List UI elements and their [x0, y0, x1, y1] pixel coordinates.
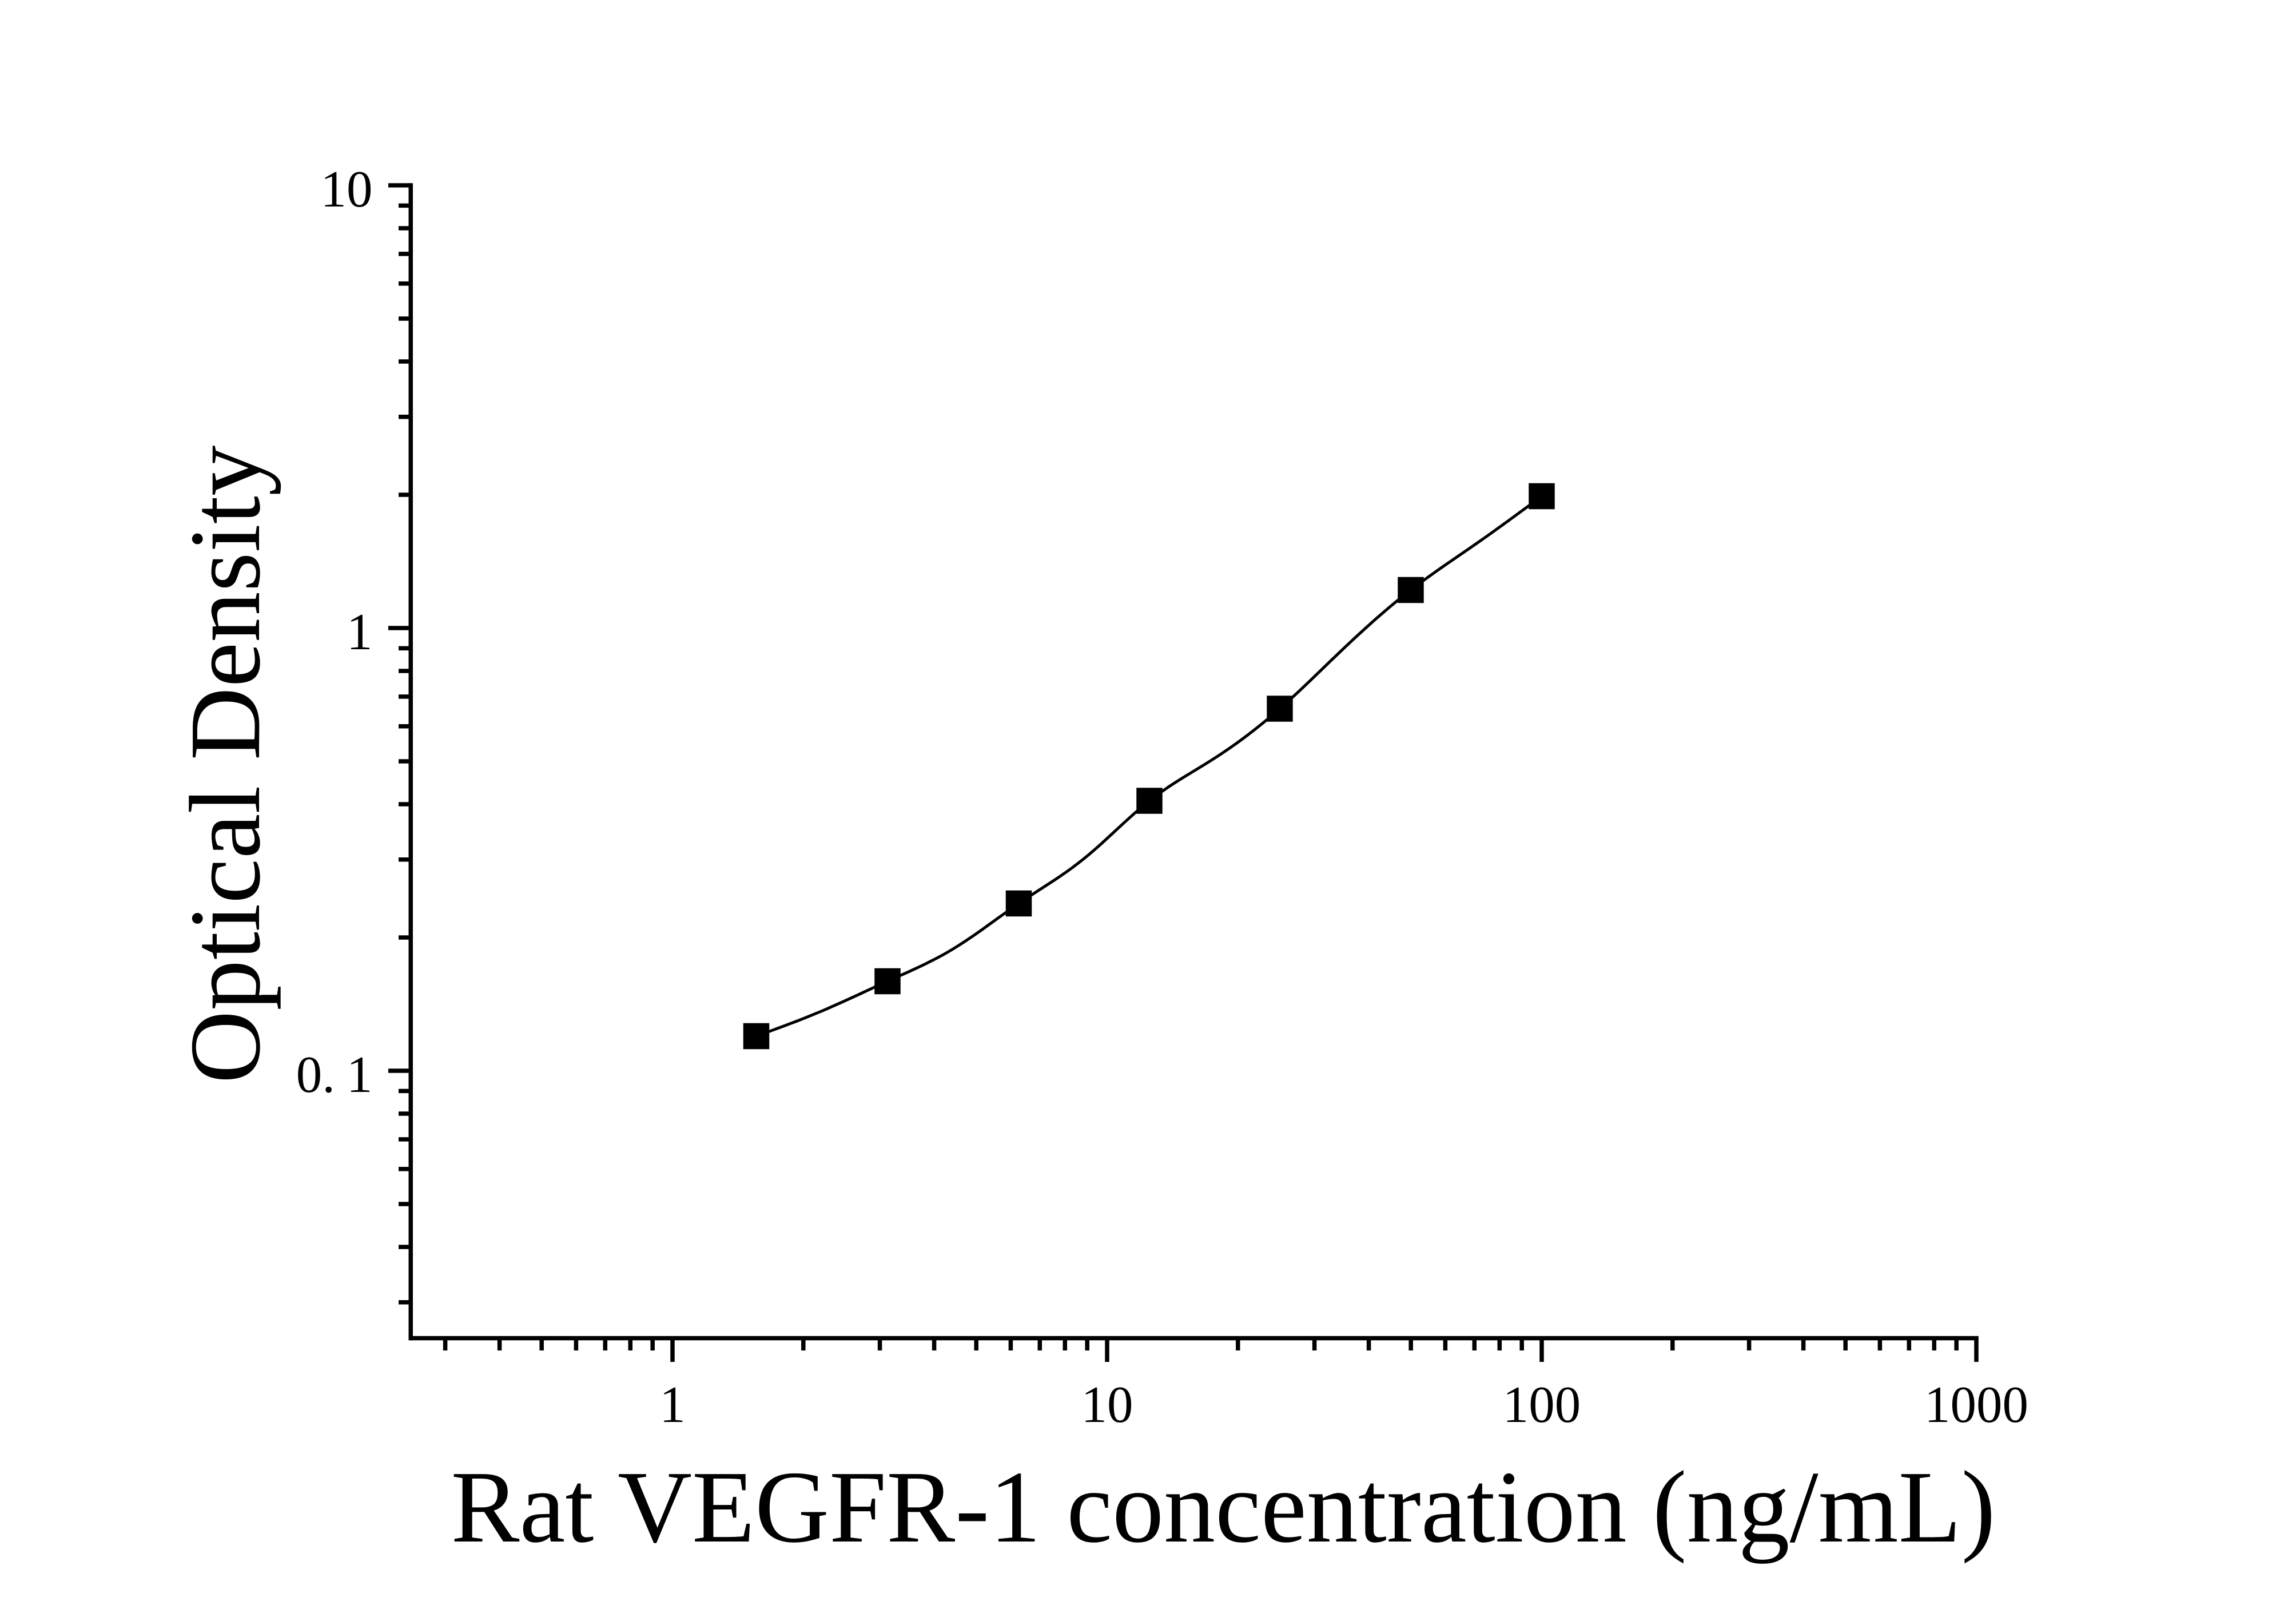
svg-text:10: 10 — [1081, 1376, 1133, 1433]
svg-text:10: 10 — [321, 160, 373, 218]
svg-text:100: 100 — [1503, 1376, 1581, 1433]
svg-text:0.1: 0. 1 — [296, 1046, 373, 1103]
svg-text:Rat VEGFR-1 concentration (ng/: Rat VEGFR-1 concentration (ng/mL) — [451, 1450, 1995, 1564]
svg-text:1: 1 — [659, 1376, 686, 1433]
svg-text:Optical Density: Optical Density — [169, 446, 281, 1084]
svg-text:1000: 1000 — [1924, 1376, 2028, 1433]
svg-text:1: 1 — [347, 603, 373, 661]
